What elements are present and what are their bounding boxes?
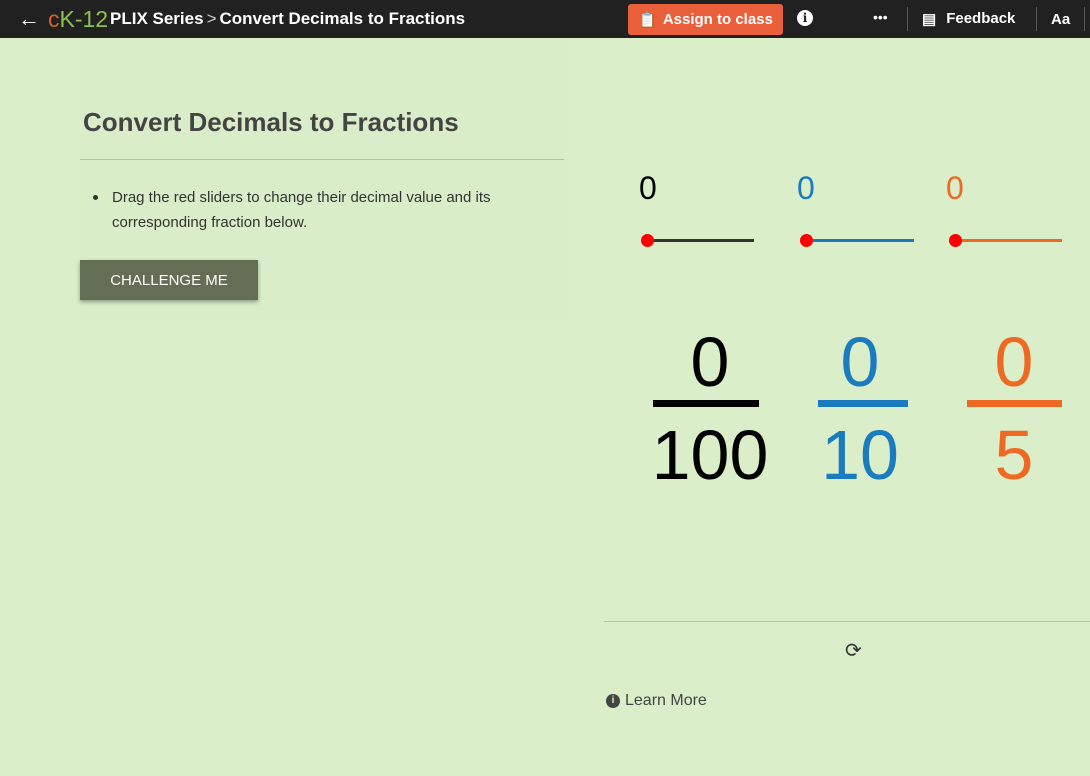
denominator: 5 [994,416,1034,494]
info-icon: i [606,694,620,708]
slider-value: 0 [797,170,815,206]
denominator: 100 [651,416,769,494]
font-size-button[interactable]: Aa [1051,11,1071,28]
fraction-bar [653,400,759,407]
fraction-bar [967,400,1062,407]
page-title: Convert Decimals to Fractions [83,107,459,137]
slider-track[interactable] [956,239,1062,242]
info-icon[interactable]: i [797,10,813,26]
feedback-icon: ▤ [922,11,937,28]
slider-handle[interactable] [949,234,962,247]
divider [604,621,1090,622]
divider [907,7,908,31]
numerator: 0 [840,323,880,401]
refresh-icon[interactable]: ⟳ [845,640,862,662]
more-options-icon[interactable]: ••• [873,9,888,25]
ck12-logo[interactable]: cK-12 [48,6,109,32]
breadcrumb-series[interactable]: PLIX Series [110,9,204,28]
breadcrumb-title: Convert Decimals to Fractions [219,9,466,28]
slider-value: 0 [946,170,964,206]
slider-track[interactable] [648,239,754,242]
feedback-label: Feedback [946,10,1016,27]
divider [1084,7,1085,31]
learn-more-link[interactable]: i Learn More [606,692,707,710]
assign-to-class-button[interactable]: 📋 Assign to class [628,4,783,35]
top-bar: ← cK-12 PLIX Series > Convert Decimals to … [0,0,1090,38]
numerator: 0 [690,323,730,401]
breadcrumb: PLIX Series > Convert Decimals to Fraction… [110,9,465,29]
clipboard-icon: 📋 [638,11,657,29]
slider-track[interactable] [807,239,914,242]
divider [80,159,564,160]
feedback-button[interactable]: ▤ Feedback [922,10,1015,28]
slider-handle[interactable] [800,234,813,247]
numerator: 0 [994,323,1034,401]
denominator: 10 [821,416,899,494]
slider-handle[interactable] [641,234,654,247]
divider [1036,7,1037,31]
bullet [93,195,98,200]
breadcrumb-separator: > [206,9,217,28]
back-arrow-icon[interactable]: ← [18,6,40,31]
interactive-panel [604,118,1090,621]
fraction-bar [818,400,908,407]
assign-label: Assign to class [662,11,773,28]
slider-value: 0 [639,170,657,206]
instruction-text: Drag the red sliders to change their dec… [112,189,491,231]
challenge-me-button[interactable]: CHALLENGE ME [80,260,258,300]
learn-more-label: Learn More [625,692,707,709]
